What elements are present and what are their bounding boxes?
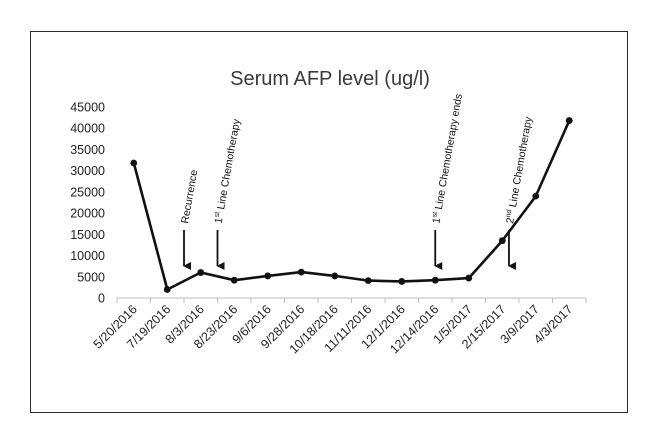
y-tick-label: 20000 bbox=[70, 207, 105, 221]
annotation: 1st Line Chemotherapy ends bbox=[430, 93, 465, 270]
series-line bbox=[132, 120, 571, 291]
annotations: Recurrence 1st Line Chemotherapy 1st Line … bbox=[179, 93, 535, 270]
data-point bbox=[532, 192, 540, 200]
chart-title: Serum AFP level (ug/l) bbox=[230, 68, 430, 90]
series-afp bbox=[130, 117, 573, 293]
y-tick-label: 35000 bbox=[70, 143, 105, 157]
data-point bbox=[498, 237, 506, 245]
annotation-label: 1st Line Chemotherapy bbox=[213, 117, 243, 224]
y-tick-label: 40000 bbox=[70, 122, 105, 136]
annotation-label: Recurrence bbox=[179, 169, 200, 225]
annotation: 1st Line Chemotherapy bbox=[213, 117, 243, 270]
data-point bbox=[264, 272, 272, 280]
y-tick-label: 15000 bbox=[70, 228, 105, 242]
data-point bbox=[230, 276, 238, 284]
data-point bbox=[398, 278, 406, 285]
data-point bbox=[565, 117, 573, 124]
annotation-label: 2nd Line Chemotherapy bbox=[504, 115, 535, 224]
y-tick-label: 5000 bbox=[77, 270, 105, 284]
data-point bbox=[163, 286, 171, 293]
annotation: Recurrence bbox=[179, 169, 200, 270]
y-tick-label: 25000 bbox=[70, 185, 105, 199]
y-tick-label: 10000 bbox=[70, 249, 105, 263]
chart-frame: Serum AFP level (ug/l) 0 5000 10000 15000 20… bbox=[30, 31, 628, 413]
annotation: 2nd Line Chemotherapy bbox=[504, 115, 535, 270]
data-point bbox=[130, 159, 138, 167]
afp-line-chart: Serum AFP level (ug/l) 0 5000 10000 15000 20… bbox=[70, 68, 587, 356]
data-point bbox=[297, 268, 305, 276]
y-tick-label: 45000 bbox=[70, 101, 105, 115]
annotation-label: 1st Line Chemotherapy ends bbox=[430, 93, 465, 225]
y-tick-label: 0 bbox=[98, 292, 105, 306]
y-axis: 0 5000 10000 15000 20000 25000 30000 35000 40000… bbox=[70, 101, 105, 306]
data-point bbox=[331, 272, 339, 280]
data-point bbox=[431, 276, 439, 284]
y-tick-label: 30000 bbox=[70, 164, 105, 178]
data-point bbox=[197, 269, 205, 276]
x-axis: 5/20/20167/19/20168/3/20168/23/20169/6/2… bbox=[91, 297, 587, 356]
data-point bbox=[364, 277, 372, 284]
data-point bbox=[465, 274, 473, 282]
